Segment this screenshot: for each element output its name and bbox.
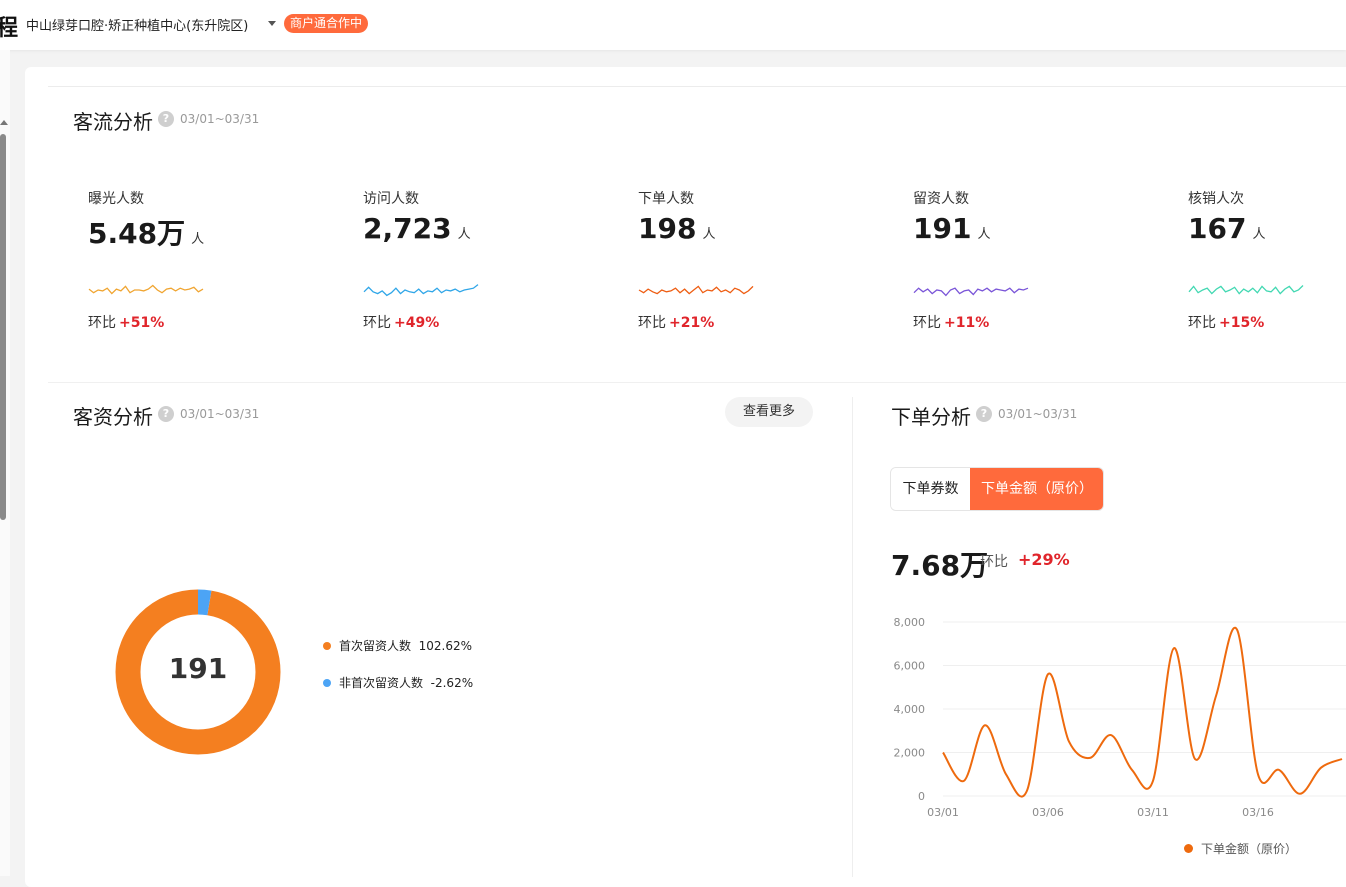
- help-icon[interactable]: ?: [158, 406, 174, 422]
- orders-section-title: 下单分析: [891, 401, 971, 430]
- sparkline: [638, 280, 754, 300]
- y-tick-label: 2,000: [894, 747, 926, 760]
- y-tick-label: 0: [918, 790, 925, 803]
- metric-label: 下单人数: [638, 188, 838, 208]
- sparkline: [88, 280, 204, 300]
- leads-date-range: 03/01~03/31: [180, 407, 259, 421]
- x-tick-label: 03/16: [1242, 806, 1274, 819]
- divider: [852, 397, 853, 877]
- status-badge: 商户通合作中: [284, 14, 368, 33]
- y-tick-label: 6,000: [894, 660, 926, 673]
- top-header: 程 中山绿芽口腔·矫正种植中心(东升院区) 商户通合作中: [0, 0, 1346, 50]
- metric-ratio: 环比+15%: [1188, 312, 1264, 332]
- order-amount-line-chart: 0 2,000 4,000 6,000 8,000 03/01 03/06 03/11 03/1…: [880, 600, 1346, 830]
- sparkline: [913, 280, 1029, 300]
- store-selector[interactable]: 中山绿芽口腔·矫正种植中心(东升院区): [26, 15, 248, 34]
- order-metric-toggle: 下单券数 下单金额（原价）: [890, 467, 1104, 511]
- y-tick-label: 8,000: [894, 616, 926, 629]
- metric-label: 访问人数: [363, 188, 563, 208]
- legend-item[interactable]: 首次留资人数 102.62%: [323, 637, 472, 654]
- metric-ratio: 环比+51%: [88, 312, 164, 332]
- metric-ratio: 环比+49%: [363, 312, 439, 332]
- metric-label: 曝光人数: [88, 188, 288, 208]
- logo-text: 程: [0, 10, 18, 42]
- sparkline-path: [364, 285, 478, 296]
- scroll-up-icon[interactable]: [0, 120, 8, 125]
- order-total-value: 7.68万: [891, 544, 988, 584]
- x-tick-label: 03/01: [927, 806, 959, 819]
- sparkline-path: [639, 286, 753, 293]
- y-tick-label: 4,000: [894, 703, 926, 716]
- x-tick-label: 03/11: [1137, 806, 1169, 819]
- series-line: [943, 628, 1342, 797]
- metric-value: 5.48万人: [88, 212, 204, 252]
- tab-order-count[interactable]: 下单券数: [891, 468, 970, 510]
- metric-exposure[interactable]: 曝光人数 5.48万人 环比+51%: [88, 188, 288, 208]
- help-icon[interactable]: ?: [158, 111, 174, 127]
- view-more-button[interactable]: 查看更多: [725, 397, 813, 427]
- caret-down-icon[interactable]: [268, 21, 276, 26]
- sparkline: [363, 280, 479, 300]
- metric-ratio: 环比+11%: [913, 312, 989, 332]
- sparkline-path: [89, 286, 203, 294]
- metric-label: 留资人数: [913, 188, 1113, 208]
- sparkline: [1188, 280, 1304, 300]
- sidebar-scroll-area: [0, 50, 10, 876]
- sparkline-path: [914, 288, 1028, 295]
- x-tick-label: 03/06: [1032, 806, 1064, 819]
- leads-section-title: 客资分析: [73, 401, 153, 430]
- divider: [48, 86, 1346, 87]
- help-icon[interactable]: ?: [976, 406, 992, 422]
- order-ratio-value: +29%: [1018, 550, 1070, 569]
- sparkline-path: [1189, 286, 1303, 294]
- chart-legend[interactable]: 下单金额（原价）: [1184, 840, 1297, 857]
- order-ratio-label: 环比: [980, 551, 1008, 571]
- divider: [48, 382, 1346, 383]
- tab-order-amount[interactable]: 下单金额（原价）: [970, 468, 1104, 510]
- metric-label: 核销人次: [1188, 188, 1346, 208]
- legend-item[interactable]: 非首次留资人数 -2.62%: [323, 674, 473, 691]
- donut-total: 191: [140, 652, 256, 685]
- legend-dot: [323, 642, 331, 650]
- legend-dot: [323, 679, 331, 687]
- traffic-section-title: 客流分析: [73, 106, 153, 135]
- scrollbar-thumb[interactable]: [0, 134, 6, 520]
- metric-ratio: 环比+21%: [638, 312, 714, 332]
- orders-date-range: 03/01~03/31: [998, 407, 1077, 421]
- traffic-date-range: 03/01~03/31: [180, 112, 259, 126]
- legend-dot: [1184, 844, 1193, 853]
